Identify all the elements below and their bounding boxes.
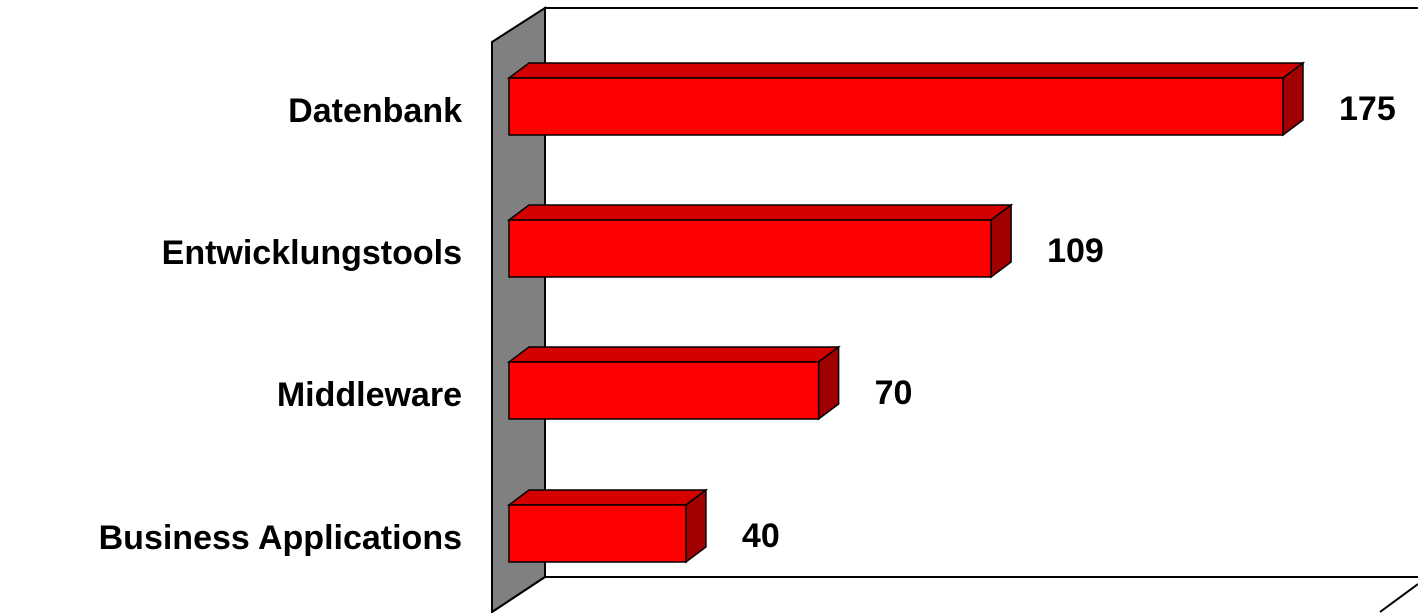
category-label-business-applications: Business Applications: [99, 519, 462, 557]
bar-front-face: [508, 77, 1284, 136]
bar-datenbank: [506, 61, 1306, 137]
value-label-middleware: 70: [875, 374, 913, 412]
bar-entwicklungstools: [506, 203, 1014, 279]
bar-top-face: [506, 346, 841, 363]
bar-top-face: [506, 62, 1306, 79]
bar-front-face: [508, 504, 687, 563]
category-label-middleware: Middleware: [277, 376, 462, 414]
floor-edge: [491, 576, 546, 613]
bar-front-face: [508, 361, 820, 420]
labels-group: Datenbank 175 Entwicklungstools 109 Middlewa…: [99, 90, 1396, 557]
bar-top-face: [506, 489, 709, 506]
floor-edge-right: [1379, 583, 1418, 613]
value-label-datenbank: 175: [1339, 90, 1396, 128]
bar-front-face: [508, 219, 992, 278]
chart-frame: [491, 6, 1418, 613]
bar-business-applications: [506, 488, 709, 564]
category-label-entwicklungstools: Entwicklungstools: [162, 234, 462, 272]
category-label-datenbank: Datenbank: [288, 92, 462, 130]
value-label-business-applications: 40: [742, 517, 780, 555]
value-label-entwicklungstools: 109: [1047, 232, 1104, 270]
bars-group: [506, 61, 1306, 564]
back-wall: [544, 7, 1418, 578]
bar-top-face: [506, 204, 1014, 221]
bar-middleware: [506, 345, 841, 421]
